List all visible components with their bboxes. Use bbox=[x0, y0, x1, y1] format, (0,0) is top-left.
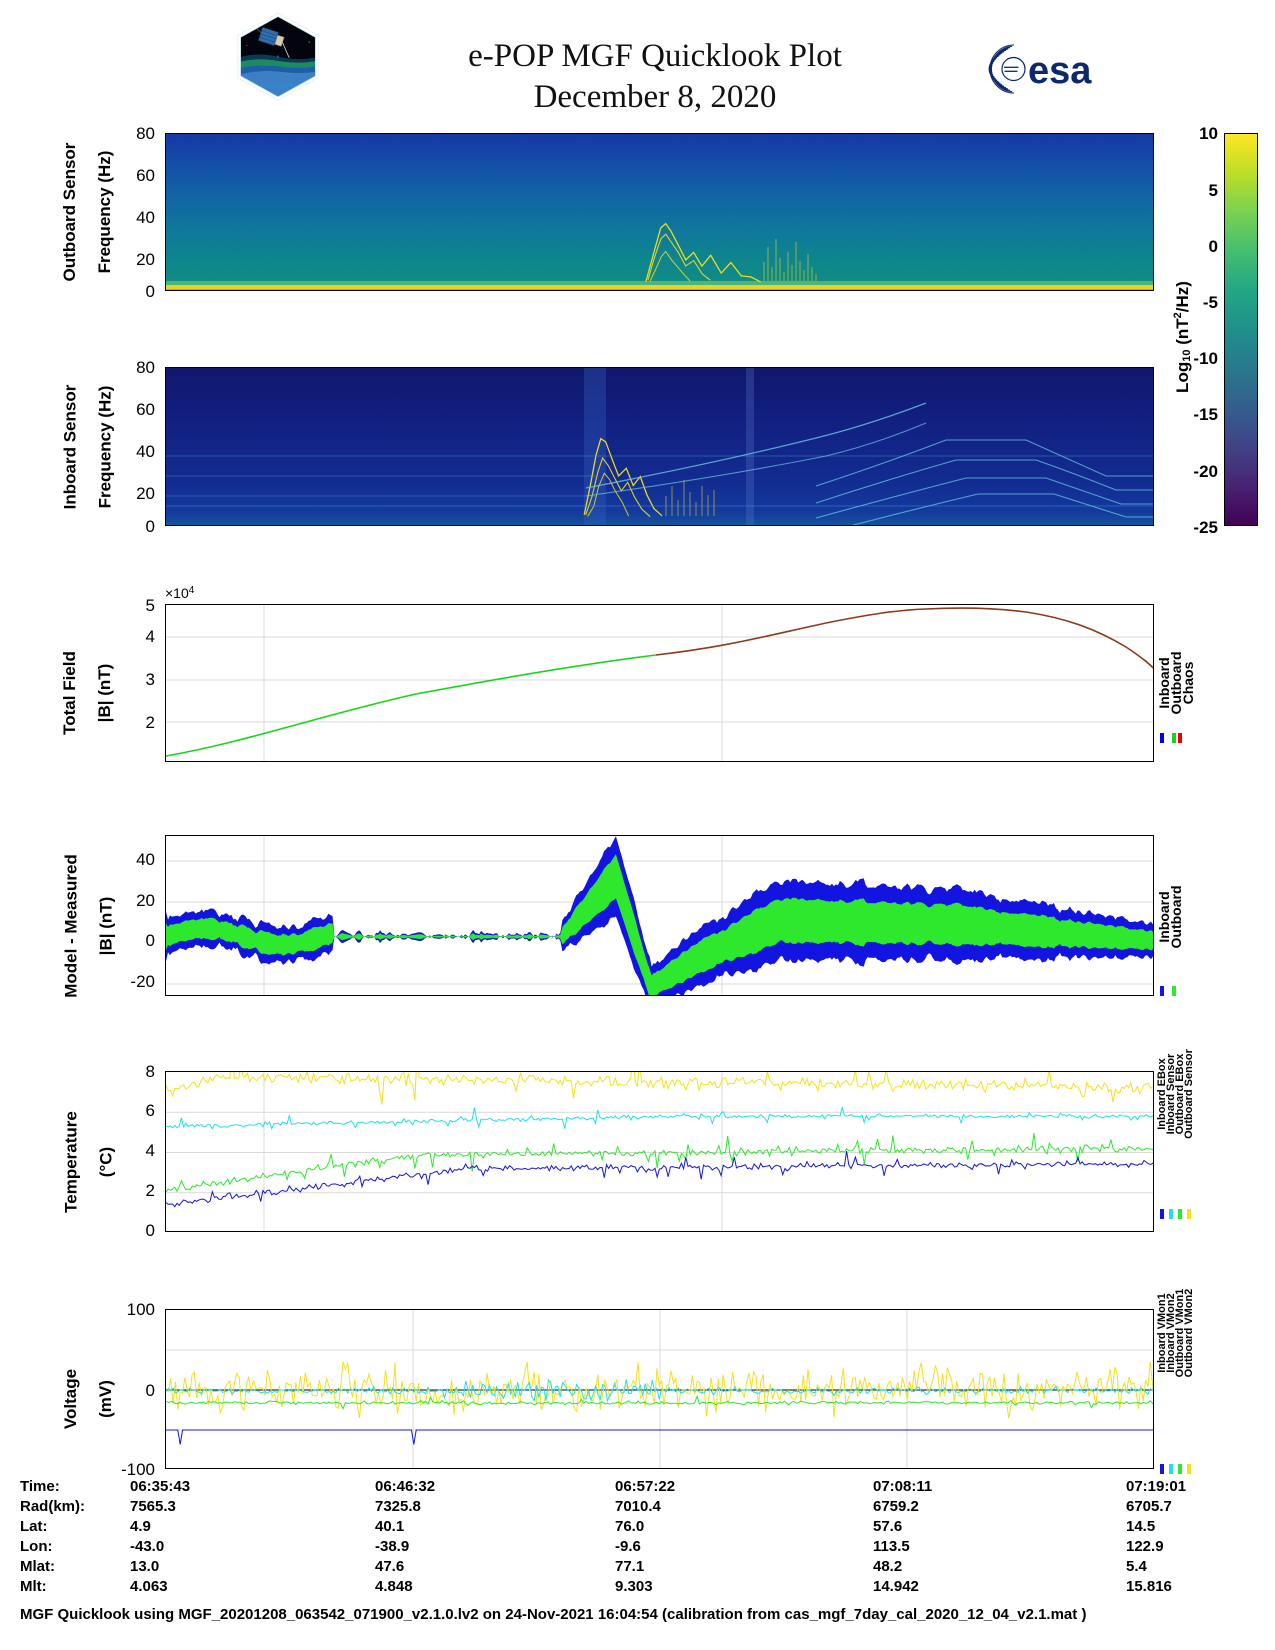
svg-text:CASSIOPE: CASSIOPE bbox=[261, 84, 296, 91]
svg-text:e: e bbox=[277, 55, 280, 60]
svg-text:esa: esa bbox=[1028, 50, 1092, 92]
